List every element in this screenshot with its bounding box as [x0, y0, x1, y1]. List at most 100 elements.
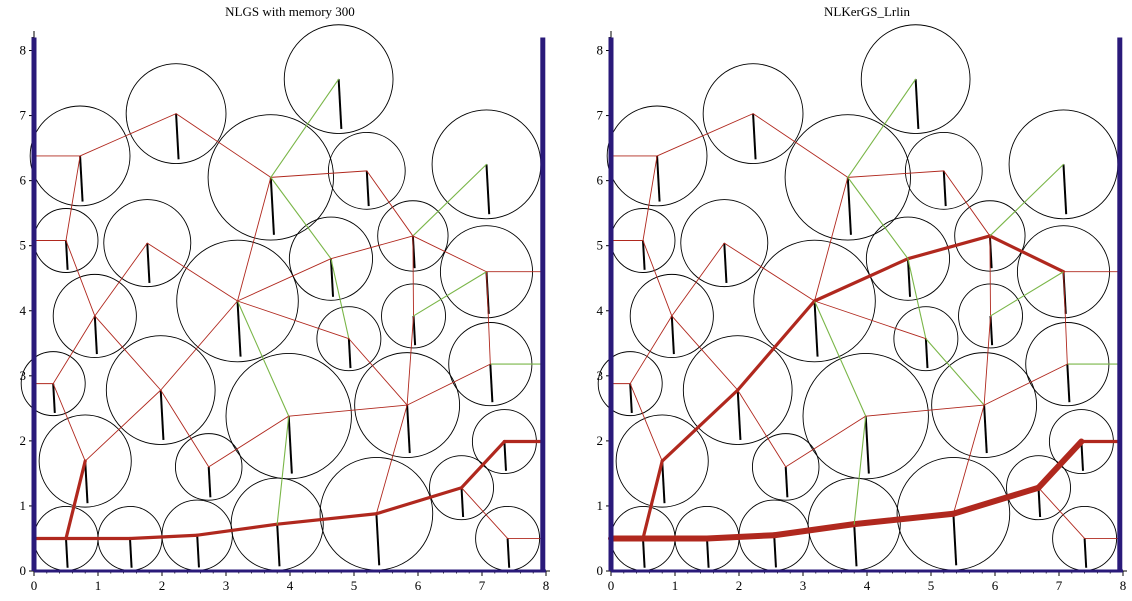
particle-8: [615, 414, 709, 508]
particle-orientation-25: [175, 113, 180, 160]
panel-nlkergs: NLKerGS_Lrlin 0 1 2 3 4 5 6 7 8 0 1 2 3 4 5 6 7 8: [597, 4, 1127, 593]
contact-force-15: [160, 389, 210, 468]
particle-orientation-18: [412, 315, 417, 346]
x-tick-label: 3: [800, 578, 807, 593]
contact-force-14: [629, 383, 663, 462]
contact-force-32: [814, 300, 927, 340]
particle-orientation-6: [1083, 538, 1088, 568]
particle-orientation-13: [406, 405, 411, 454]
particle-orientation-9: [52, 383, 56, 413]
contact-force-4: [275, 512, 378, 526]
x-tick-label: 3: [223, 578, 230, 593]
particle-orientation-27: [942, 170, 947, 207]
chart-title: NLGS with memory 300: [225, 4, 355, 19]
contact-force-11: [812, 257, 910, 303]
x-tick-label: 5: [351, 578, 358, 593]
contact-force-4: [851, 510, 957, 528]
contact-force-32: [237, 176, 272, 302]
contact-force-31: [907, 258, 927, 340]
contact-force-28: [1063, 271, 1068, 365]
contact-force-22: [865, 404, 985, 417]
contact-force-34: [94, 242, 148, 317]
contact-force-16: [629, 315, 673, 385]
contact-force-21: [813, 300, 867, 417]
x-tick-label: 4: [287, 578, 294, 593]
particle-orientation-20: [65, 240, 69, 270]
contact-force-2: [704, 532, 778, 542]
particle-orientation-4: [375, 513, 381, 566]
particle-orientation-18: [989, 315, 994, 346]
contact-force-9: [84, 389, 162, 462]
particle-9: [597, 351, 663, 417]
contact-force-44: [330, 235, 414, 260]
x-tick-label: 4: [864, 578, 871, 593]
particle-orientation-8: [661, 460, 666, 504]
particle-27: [904, 132, 983, 210]
contact-force-22: [406, 363, 491, 406]
particle-12: [682, 335, 793, 445]
contact-force-39: [175, 113, 272, 178]
particle-orientation-7: [1080, 441, 1084, 471]
contact-force-26: [461, 487, 509, 539]
particle-orientation-14: [1066, 364, 1071, 403]
particle-29: [283, 24, 394, 134]
x-tick-label: 8: [1120, 578, 1127, 593]
y-tick-label: 0: [597, 563, 604, 578]
contact-force-16: [208, 415, 290, 468]
particle-10: [751, 433, 820, 501]
contact-force-26: [983, 315, 991, 406]
particle-orientation-11: [287, 416, 293, 474]
particle-26: [784, 114, 911, 241]
contact-force-3: [771, 521, 858, 539]
contact-force-13: [94, 315, 162, 391]
particle-24: [606, 105, 708, 207]
y-tick-label: 5: [597, 238, 604, 253]
particle-orientation-4: [952, 513, 958, 566]
particle-orientation-2: [196, 535, 200, 568]
contact-force-45: [412, 163, 488, 237]
particle-orientation-5: [1037, 487, 1042, 518]
x-tick-label: 6: [415, 578, 422, 593]
contact-force-30: [237, 258, 332, 302]
particle-5: [1006, 455, 1071, 521]
contact-force-20: [375, 404, 408, 515]
particle-orientation-21: [146, 243, 151, 283]
contact-force-18: [737, 389, 787, 468]
particle-5: [429, 455, 494, 521]
y-tick-label: 6: [597, 173, 604, 188]
x-tick-label: 2: [159, 578, 166, 593]
contact-force-17: [276, 415, 290, 525]
particle-orientation-17: [924, 338, 929, 369]
x-tick-label: 2: [736, 578, 743, 593]
particle-orientation-0: [65, 538, 69, 568]
particle-25: [125, 63, 227, 164]
contact-force-45: [943, 170, 991, 237]
contact-force-2: [128, 533, 199, 541]
particle-11: [225, 352, 352, 480]
contact-force-14: [160, 300, 238, 391]
particle-orientation-1: [706, 538, 710, 568]
particle-orientation-5: [460, 487, 465, 518]
particle-9: [20, 351, 86, 417]
chart-title: NLKerGS_Lrlin: [824, 4, 910, 19]
particle-orientation-16: [236, 300, 242, 357]
particle-22: [288, 216, 374, 301]
particle-26: [207, 114, 334, 241]
particle-orientation-20: [642, 240, 646, 270]
contact-force-19: [288, 404, 408, 417]
contact-force-29: [237, 300, 350, 340]
particle-orientation-22: [906, 258, 912, 297]
particle-orientation-16: [813, 300, 819, 357]
x-tick-label: 8: [543, 578, 550, 593]
particle-orientation-29: [337, 79, 343, 129]
contact-force-20: [853, 415, 867, 525]
y-tick-label: 2: [597, 433, 604, 448]
particle-orientation-3: [853, 524, 858, 567]
contact-force-31: [146, 242, 238, 302]
contact-force-5: [950, 484, 1042, 517]
contact-force-8: [64, 459, 87, 541]
x-tick-label: 1: [95, 578, 102, 593]
x-tick-label: 5: [928, 578, 935, 593]
particle-orientation-21: [723, 243, 728, 283]
x-tick-label: 0: [608, 578, 615, 593]
